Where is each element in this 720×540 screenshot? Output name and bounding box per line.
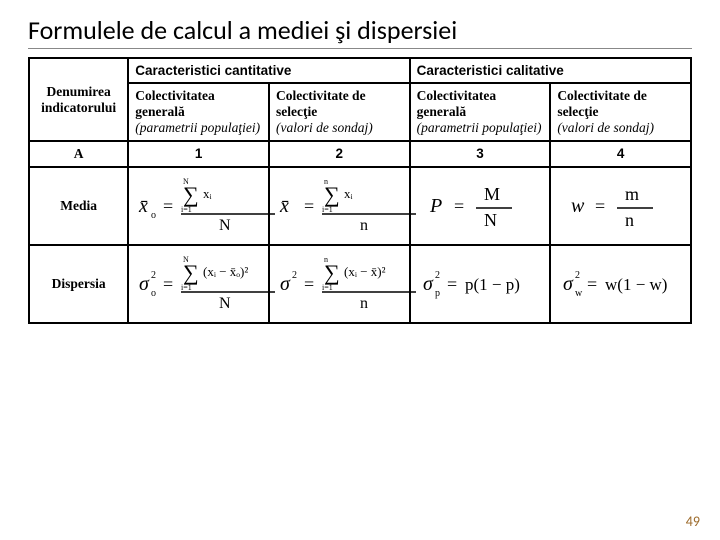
col-A: A bbox=[29, 141, 128, 167]
svg-text:=: = bbox=[454, 196, 464, 216]
svg-text:σ: σ bbox=[423, 273, 434, 295]
svg-text:σ: σ bbox=[139, 273, 150, 295]
formula-disp-sel-c: σw 2 = w(1 − w) bbox=[550, 245, 691, 323]
svg-text:p: p bbox=[435, 288, 440, 299]
svg-text:n: n bbox=[360, 217, 368, 234]
svg-text:=: = bbox=[595, 196, 605, 216]
svg-text:=: = bbox=[304, 274, 314, 294]
sub3: Colectivitatea generală(parametrii popul… bbox=[410, 83, 551, 141]
svg-text:N: N bbox=[183, 177, 189, 186]
svg-text:i=1: i=1 bbox=[181, 283, 192, 292]
svg-text:x̄: x̄ bbox=[138, 195, 148, 217]
svg-text:n: n bbox=[324, 177, 328, 186]
table-row-nums: A 1 2 3 4 bbox=[29, 141, 691, 167]
svg-text:w: w bbox=[571, 195, 585, 217]
formula-disp-pop-c: σp 2 = p(1 − p) bbox=[410, 245, 551, 323]
svg-text:N: N bbox=[484, 210, 497, 230]
table-row-header2: Colectivitatea generală(parametrii popul… bbox=[29, 83, 691, 141]
svg-text:=: = bbox=[447, 274, 457, 294]
formula-mean-pop-c: P = MN bbox=[410, 167, 551, 245]
svg-text:n: n bbox=[360, 295, 368, 312]
svg-text:=: = bbox=[163, 274, 173, 294]
svg-text:2: 2 bbox=[575, 270, 580, 281]
svg-text:=: = bbox=[304, 196, 314, 216]
table-row-header1: Denumirea indicatorului Caracteristici c… bbox=[29, 58, 691, 83]
page-number: 49 bbox=[686, 513, 700, 530]
formula-disp-pop-q: σo2=∑Ni=1(xᵢ − x̄ₒ)²N bbox=[128, 245, 269, 323]
svg-text:P: P bbox=[429, 195, 442, 217]
formula-mean-sel-q: x̄=∑ni=1xᵢn bbox=[269, 167, 410, 245]
svg-text:xᵢ: xᵢ bbox=[344, 186, 354, 201]
svg-text:M: M bbox=[484, 184, 500, 204]
svg-text:w(1 − w): w(1 − w) bbox=[605, 275, 667, 294]
cal-header: Caracteristici calitative bbox=[410, 58, 691, 83]
media-label: Media bbox=[29, 167, 128, 245]
svg-text:(xᵢ − x̄ₒ)²: (xᵢ − x̄ₒ)² bbox=[203, 264, 248, 279]
sub4: Colectivitate de selecţie(valori de sond… bbox=[550, 83, 691, 141]
svg-text:o: o bbox=[151, 210, 156, 221]
svg-text:N: N bbox=[219, 217, 231, 234]
svg-text:p(1 − p): p(1 − p) bbox=[465, 275, 520, 294]
num-2: 2 bbox=[269, 141, 410, 167]
svg-text:w: w bbox=[575, 288, 583, 299]
svg-text:(xᵢ − x̄)²: (xᵢ − x̄)² bbox=[344, 264, 386, 279]
svg-text:2: 2 bbox=[151, 270, 156, 281]
sub2: Colectivitate de selecţie(valori de sond… bbox=[269, 83, 410, 141]
formula-mean-pop-q: x̄o=∑Ni=1xᵢN bbox=[128, 167, 269, 245]
table-row-dispersia: Dispersia σo2=∑Ni=1(xᵢ − x̄ₒ)²N σ2=∑ni=1… bbox=[29, 245, 691, 323]
svg-text:=: = bbox=[163, 196, 173, 216]
svg-text:n: n bbox=[324, 255, 328, 264]
svg-text:i=1: i=1 bbox=[181, 205, 192, 214]
table-row-media: Media x̄o=∑Ni=1xᵢN x̄=∑ni=1xᵢn P=MN w=mn bbox=[29, 167, 691, 245]
svg-text:i=1: i=1 bbox=[322, 205, 333, 214]
svg-text:2: 2 bbox=[435, 270, 440, 281]
svg-text:m: m bbox=[625, 184, 639, 204]
page-title: Formulele de calcul a mediei şi dispersi… bbox=[28, 14, 692, 49]
num-4: 4 bbox=[550, 141, 691, 167]
formula-mean-sel-c: w = mn bbox=[550, 167, 691, 245]
svg-text:N: N bbox=[183, 255, 189, 264]
svg-text:=: = bbox=[587, 274, 597, 294]
dispersia-label: Dispersia bbox=[29, 245, 128, 323]
svg-text:xᵢ: xᵢ bbox=[203, 186, 213, 201]
sub1: Colectivitatea generală(parametrii popul… bbox=[128, 83, 269, 141]
cant-header: Caracteristici cantitative bbox=[128, 58, 409, 83]
svg-text:σ: σ bbox=[280, 273, 291, 295]
svg-text:2: 2 bbox=[292, 270, 297, 281]
svg-text:x̄: x̄ bbox=[279, 195, 289, 217]
indicator-header: Denumirea indicatorului bbox=[29, 58, 128, 141]
svg-text:N: N bbox=[219, 295, 231, 312]
svg-text:σ: σ bbox=[563, 273, 574, 295]
num-1: 1 bbox=[128, 141, 269, 167]
svg-text:n: n bbox=[625, 210, 634, 230]
slide: Formulele de calcul a mediei şi dispersi… bbox=[0, 0, 720, 324]
num-3: 3 bbox=[410, 141, 551, 167]
svg-text:o: o bbox=[151, 288, 156, 299]
formula-table: Denumirea indicatorului Caracteristici c… bbox=[28, 57, 692, 324]
formula-disp-sel-q: σ2=∑ni=1(xᵢ − x̄)²n bbox=[269, 245, 410, 323]
svg-text:i=1: i=1 bbox=[322, 283, 333, 292]
